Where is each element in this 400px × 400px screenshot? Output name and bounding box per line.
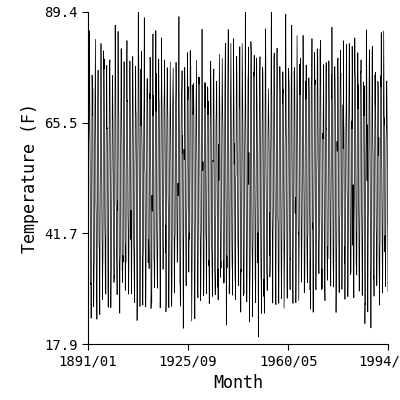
Y-axis label: Temperature (F): Temperature (F) [20,103,38,253]
X-axis label: Month: Month [213,374,263,392]
